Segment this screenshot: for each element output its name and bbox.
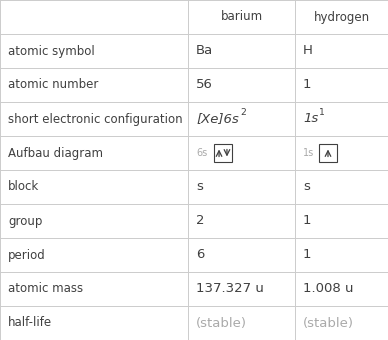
Text: period: period [8,249,46,261]
Text: 1: 1 [319,108,325,117]
Text: 1: 1 [303,249,312,261]
Text: barium: barium [220,11,263,23]
Text: 56: 56 [196,79,213,91]
Text: [Xe]6s: [Xe]6s [196,113,239,125]
Text: 2: 2 [240,108,246,117]
Text: s: s [196,181,203,193]
Text: 1: 1 [303,79,312,91]
Text: 1.008 u: 1.008 u [303,283,353,295]
Text: 1s: 1s [303,113,318,125]
Text: Ba: Ba [196,45,213,57]
Text: atomic number: atomic number [8,79,99,91]
Text: atomic mass: atomic mass [8,283,83,295]
Text: (stable): (stable) [196,317,247,329]
Text: half-life: half-life [8,317,52,329]
Text: Aufbau diagram: Aufbau diagram [8,147,103,159]
Text: H: H [303,45,313,57]
Text: group: group [8,215,42,227]
Text: 137.327 u: 137.327 u [196,283,264,295]
Text: 2: 2 [196,215,204,227]
Text: (stable): (stable) [303,317,354,329]
Text: atomic symbol: atomic symbol [8,45,95,57]
Text: block: block [8,181,39,193]
FancyBboxPatch shape [319,144,337,162]
Text: 1: 1 [303,215,312,227]
Text: 6: 6 [196,249,204,261]
Text: 1s: 1s [303,148,314,158]
Text: hydrogen: hydrogen [314,11,369,23]
Text: s: s [303,181,310,193]
Text: short electronic configuration: short electronic configuration [8,113,183,125]
Text: 6s: 6s [196,148,207,158]
FancyBboxPatch shape [214,144,232,162]
